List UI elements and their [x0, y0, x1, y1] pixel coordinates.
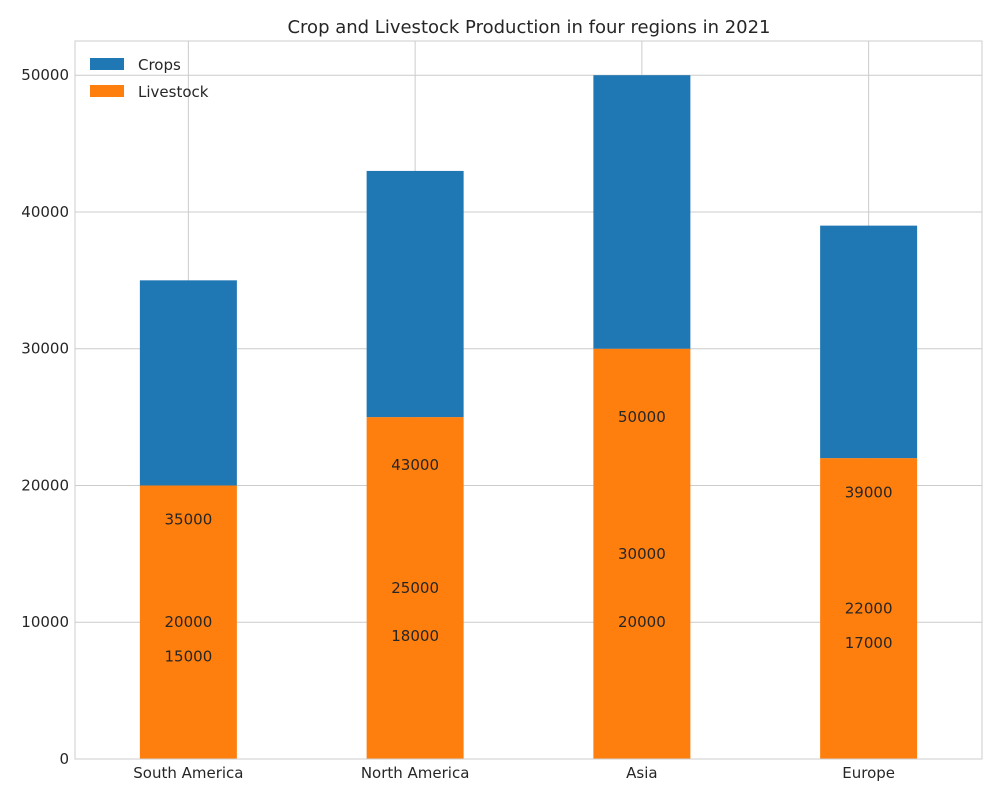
- legend: Crops Livestock: [90, 56, 209, 101]
- y-tick-label: 10000: [21, 613, 69, 631]
- legend-swatch: [90, 58, 124, 70]
- bar-crops: [139, 280, 237, 486]
- axes: 0 10000 20000 30000 40000 50000 South America N…: [21, 40, 983, 782]
- plot-frame: [74, 40, 983, 760]
- data-labels: 35000 20000 15000 43000 25000 18000 50000 30000…: [165, 408, 893, 665]
- data-label: 50000: [618, 408, 666, 426]
- bar-crops: [593, 75, 691, 349]
- bar-crops: [366, 170, 464, 418]
- x-tick-label: North America: [361, 764, 470, 782]
- data-label: 15000: [165, 647, 213, 665]
- bar-livestock: [820, 458, 918, 759]
- data-label: 20000: [165, 613, 213, 631]
- bar-livestock: [366, 417, 464, 759]
- data-label: 35000: [165, 511, 213, 529]
- x-tick-label: Europe: [842, 764, 895, 782]
- legend-swatch: [90, 85, 124, 97]
- data-label: 18000: [391, 627, 439, 645]
- x-tick-label: Asia: [626, 764, 657, 782]
- y-tick-label: 40000: [21, 203, 69, 221]
- bar-livestock: [139, 485, 237, 759]
- x-tick-label: South America: [133, 764, 243, 782]
- data-label: 30000: [618, 545, 666, 563]
- data-label: 43000: [391, 456, 439, 474]
- data-label: 17000: [845, 634, 893, 652]
- bars: [139, 75, 918, 759]
- legend-label: Crops: [138, 56, 181, 74]
- y-tick-label: 30000: [21, 340, 69, 358]
- legend-label: Livestock: [138, 83, 209, 101]
- data-label: 20000: [618, 613, 666, 631]
- bar-crops: [820, 225, 918, 459]
- chart-title: Crop and Livestock Production in four re…: [287, 17, 770, 38]
- y-tick-label: 50000: [21, 66, 69, 84]
- data-label: 39000: [845, 483, 893, 501]
- data-label: 22000: [845, 600, 893, 618]
- data-label: 25000: [391, 579, 439, 597]
- y-tick-label: 20000: [21, 476, 69, 494]
- y-tick-label: 0: [59, 750, 69, 768]
- bar-livestock: [593, 348, 691, 759]
